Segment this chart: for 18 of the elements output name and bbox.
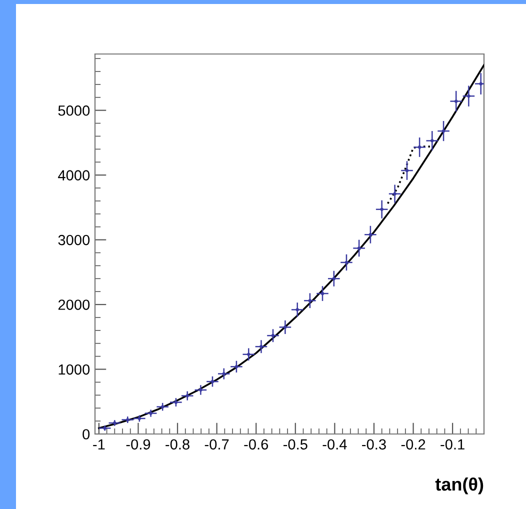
x-tick-label: -0.7 [204,439,229,450]
x-tick-label: -0.1 [440,439,464,450]
line-series [98,64,484,430]
x-axis-title: tan(θ) [435,477,484,494]
x-tick-label: -0.2 [401,439,426,450]
x-tick-label: -0.9 [126,439,150,450]
y-tick-label: 2000 [58,300,90,310]
x-tick-label: -1 [93,439,105,450]
x-tick-label: -0.5 [283,439,308,450]
x-tick-label: -0.8 [166,439,190,450]
y-tick-label: 1000 [58,364,90,375]
x-tick-label: -0.3 [362,439,386,450]
y-tick-label: 4000 [58,170,90,180]
y-tick-label: 0 [82,429,90,440]
y-tick-label: 5000 [58,105,90,116]
x-tick-label: -0.6 [244,439,268,450]
x-tick-label: -0.4 [322,439,347,450]
y-tick-label: 3000 [58,234,90,246]
